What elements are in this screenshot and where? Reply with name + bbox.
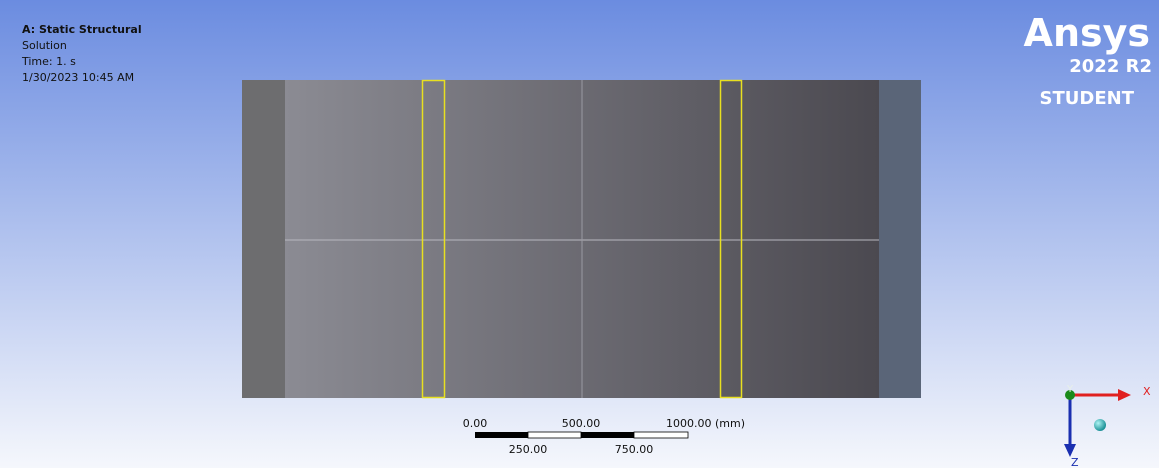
viewport: A: Static Structural Solution Time: 1. s… [0,0,1159,468]
logo-version: 2022 R2 [1069,56,1152,77]
scale-segment [475,432,528,438]
scale-segment [634,432,688,438]
model [242,80,921,398]
logo-edition: STUDENT [1040,88,1135,109]
iso-ball[interactable] [1094,419,1106,431]
scale-label: 1000.00 (mm) [666,417,745,430]
axis-label: Y [1066,384,1074,395]
model-end [879,80,921,398]
scale-label: 250.00 [509,443,548,456]
analysis-title: A: Static Structural [22,23,142,36]
axis-label: Z [1071,456,1079,468]
model-end [242,80,285,398]
scale-label: 750.00 [615,443,654,456]
info-line: Time: 1. s [21,55,76,68]
scale-label: 500.00 [562,417,601,430]
scale-label: 0.00 [463,417,488,430]
scale-segment [528,432,581,438]
scale-segment [581,432,634,438]
logo-name: Ansys [1024,11,1150,55]
info-line: Solution [22,39,67,52]
info-line: 1/30/2023 10:45 AM [22,71,134,84]
axis-label: X [1143,385,1151,398]
